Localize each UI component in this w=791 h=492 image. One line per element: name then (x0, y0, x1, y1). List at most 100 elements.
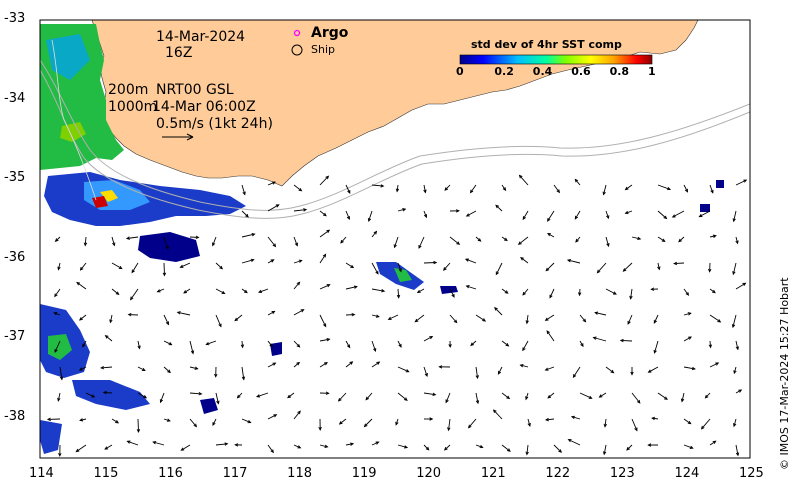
current-vector (683, 312, 691, 316)
current-vector (657, 184, 671, 190)
current-vector-head (347, 190, 351, 194)
current-vector (605, 288, 617, 295)
current-vector (111, 418, 119, 424)
colorbar (459, 54, 653, 65)
current-vector-head (575, 238, 579, 243)
current-vector-head (380, 184, 385, 188)
scale-label: 0.5m/s (1kt 24h) (156, 116, 273, 132)
current-vector (709, 362, 719, 368)
current-vector (111, 236, 115, 246)
contour-200m-label: 200m (108, 82, 149, 98)
lon-tick-label: 117 (222, 466, 248, 481)
current-vector-head (495, 271, 499, 276)
current-vector-head (603, 423, 607, 428)
current-vector-head (517, 241, 522, 245)
current-vector (678, 236, 685, 243)
current-vector (137, 366, 146, 371)
current-vector (388, 314, 399, 320)
current-vector (293, 340, 300, 348)
current-vector (84, 236, 87, 246)
current-vector (448, 418, 451, 431)
current-vector-head (602, 451, 607, 456)
current-vector-head (351, 312, 356, 317)
current-vector (626, 444, 633, 451)
current-vector-head (447, 427, 451, 432)
current-vector (579, 392, 592, 399)
current-vector (371, 361, 380, 368)
current-vector-head (475, 375, 479, 380)
current-vector-head (323, 212, 327, 217)
current-vector-head (375, 270, 379, 275)
current-vector-head (387, 316, 392, 320)
current-vector-head (566, 258, 572, 263)
current-vector-head (663, 215, 668, 220)
current-vector (396, 184, 399, 192)
current-vector-head (402, 208, 407, 212)
current-vector (520, 364, 529, 368)
current-vector-head (272, 181, 277, 185)
current-vector-head (592, 336, 597, 340)
current-vector (293, 444, 301, 449)
current-vector-head (100, 366, 105, 370)
current-vector (189, 418, 197, 427)
current-vector-head (731, 324, 736, 329)
current-vector-head (438, 365, 443, 369)
lon-tick-label: 121 (480, 466, 506, 481)
current-vector-head (429, 335, 434, 340)
current-vector (267, 311, 275, 316)
current-vector (293, 362, 300, 368)
current-vector (54, 288, 61, 297)
colorbar-tick-label: 0.8 (609, 65, 630, 78)
current-vector-head (522, 291, 526, 296)
current-vector (681, 392, 685, 402)
current-vector-head (443, 267, 447, 271)
lat-tick-label: -33 (4, 11, 26, 26)
current-vector (137, 340, 141, 349)
current-vector (79, 366, 87, 371)
current-vector (338, 392, 347, 402)
current-vector (599, 392, 607, 398)
current-vector-head (270, 259, 275, 263)
current-vector (553, 184, 560, 193)
current-vector (465, 258, 477, 264)
current-vector-head (653, 319, 657, 324)
current-vector-head (242, 191, 246, 196)
current-vector (631, 236, 641, 240)
current-vector-head (219, 265, 224, 270)
current-vector (444, 444, 451, 451)
current-vector-head (303, 208, 308, 212)
current-vector-head (425, 446, 430, 451)
current-vector (595, 312, 607, 316)
current-vector-head (525, 396, 529, 401)
current-vector (397, 262, 402, 272)
current-vector-head (432, 392, 437, 397)
current-vector-head (479, 444, 484, 449)
current-vector-head (54, 348, 58, 353)
current-vector-head (326, 284, 331, 288)
current-vector (449, 288, 455, 298)
current-vector-head (712, 234, 717, 238)
current-vector (345, 184, 351, 194)
current-vector (709, 440, 716, 446)
current-vector (418, 236, 425, 249)
lat-tick-label: -35 (4, 170, 26, 186)
lat-tick-label: -34 (4, 90, 26, 106)
colorbar-tick-label: 0 (456, 65, 464, 78)
current-vector-head (338, 421, 343, 425)
current-vector (206, 340, 217, 345)
current-vector-head (567, 439, 572, 443)
current-vector (605, 366, 614, 374)
current-vector (183, 288, 191, 294)
current-vector-head (300, 309, 305, 313)
current-vector-head (325, 391, 330, 395)
current-vector (625, 184, 633, 190)
current-vector (466, 285, 477, 290)
current-vector-head (477, 238, 482, 242)
current-vector-head (272, 243, 277, 248)
hour-label: 16Z (165, 45, 193, 61)
current-vector (103, 391, 113, 394)
current-vector (733, 210, 737, 222)
current-vector (493, 409, 503, 420)
current-vector (603, 444, 607, 455)
current-vector-head (637, 236, 642, 241)
